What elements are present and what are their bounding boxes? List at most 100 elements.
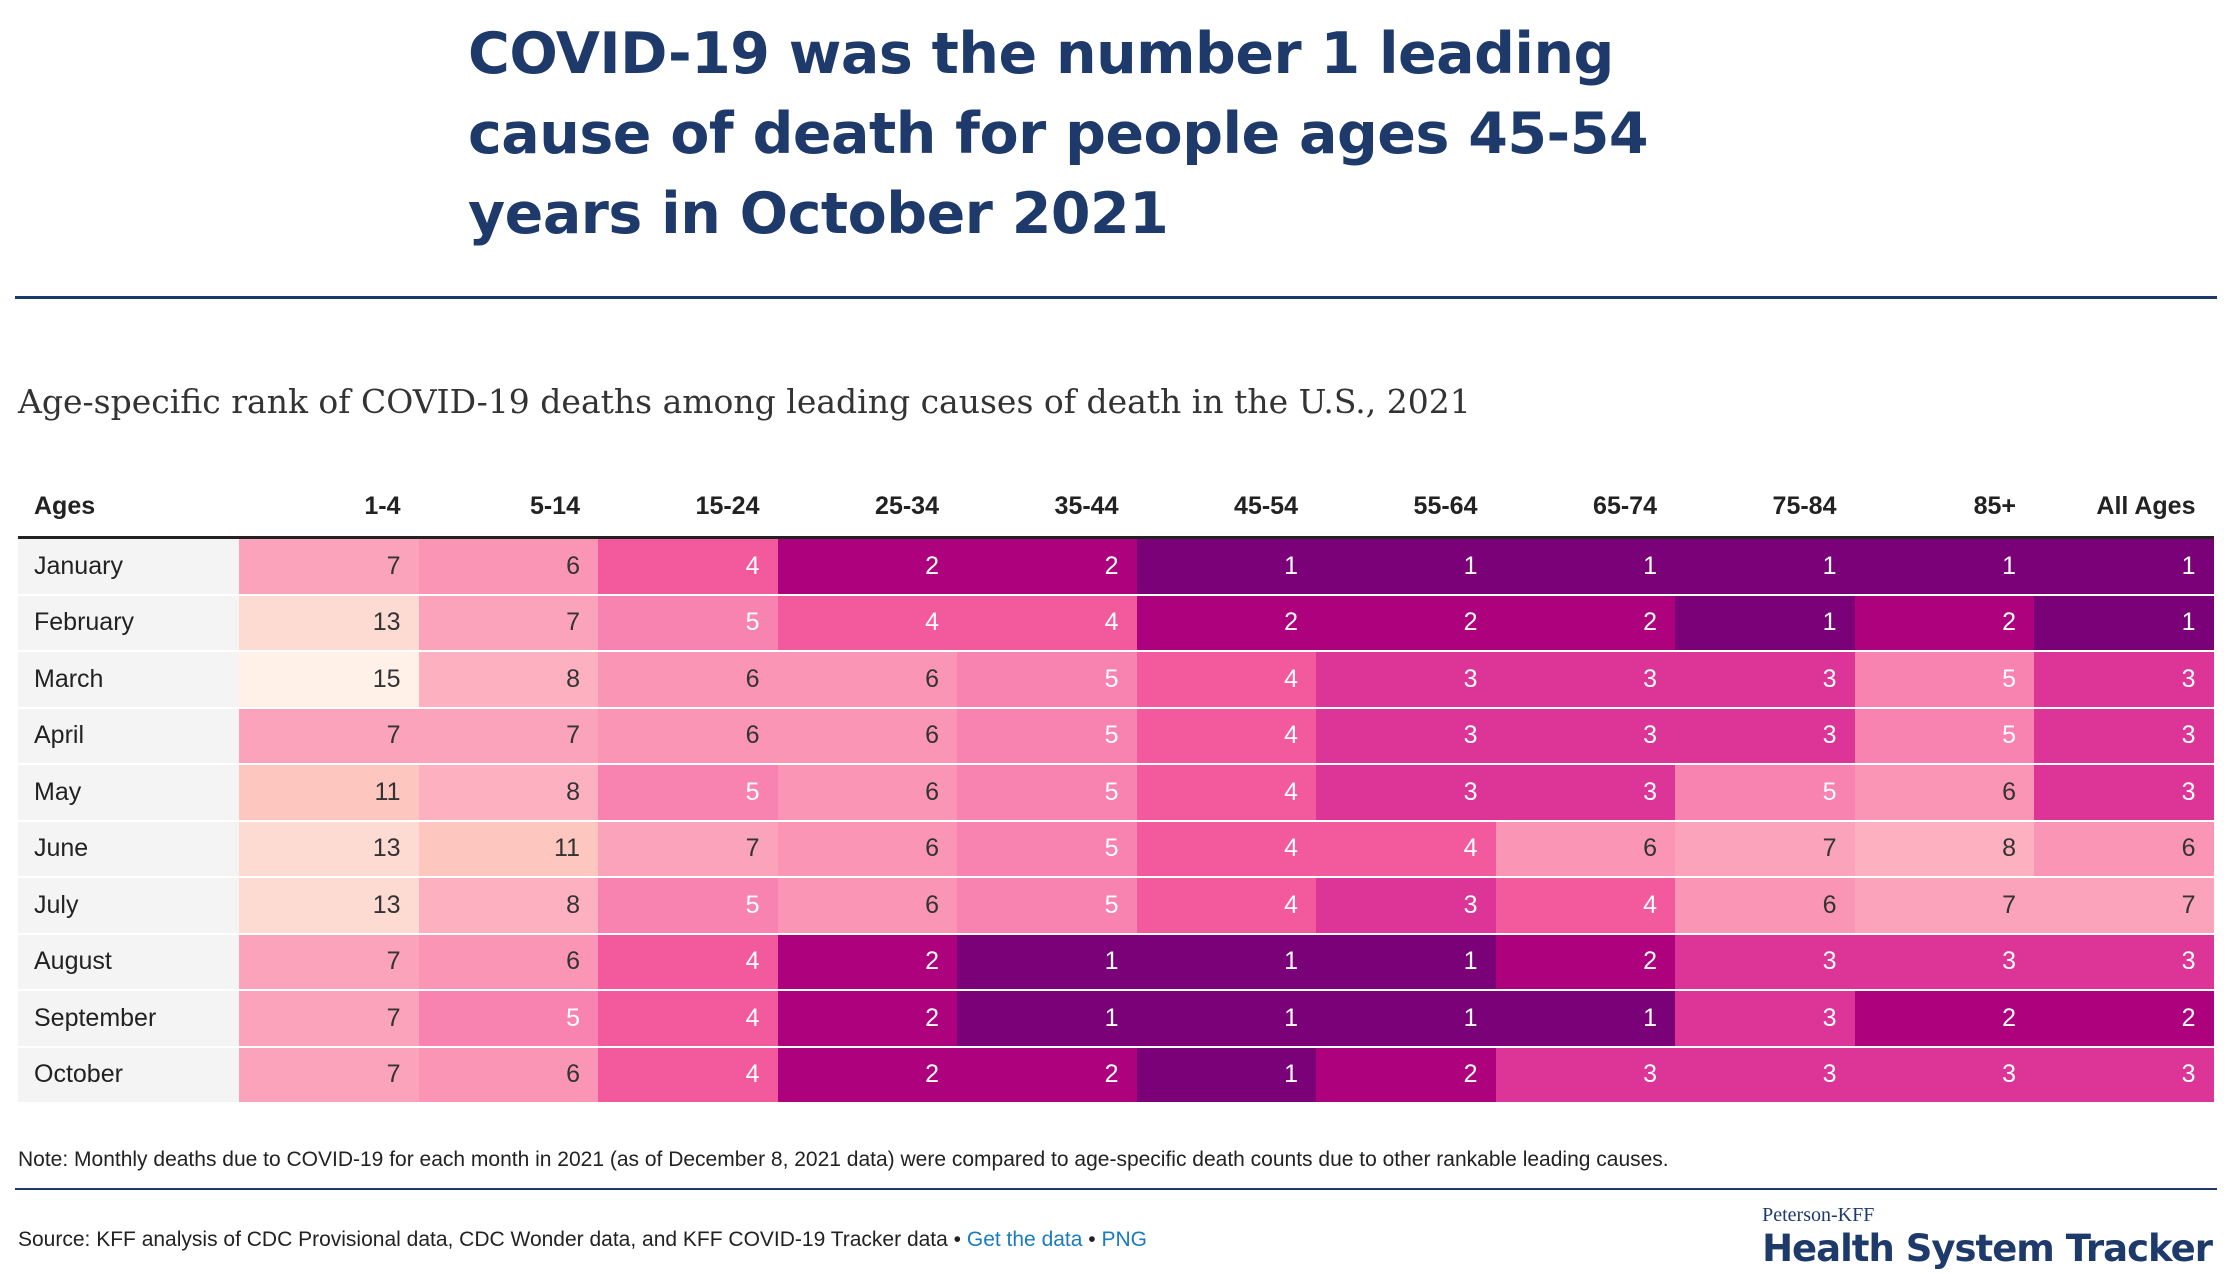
heatmap-cell: 4 <box>598 537 778 596</box>
heatmap-cell: 2 <box>2034 990 2214 1048</box>
heatmap-cell: 4 <box>1136 820 1316 878</box>
heatmap-cell: 6 <box>598 651 778 709</box>
table-row: July 13 8 5 6 5 4 3 4 6 7 7 <box>18 877 2214 935</box>
heatmap-cell: 5 <box>1854 707 2034 765</box>
heatmap-cell: 4 <box>1136 877 1316 935</box>
heatmap-cell: 7 <box>239 1046 419 1104</box>
heatmap-cell: 3 <box>1854 1046 2034 1104</box>
heatmap-cell: 4 <box>598 1046 778 1104</box>
heatmap-cell: 3 <box>1316 877 1496 935</box>
png-link[interactable]: PNG <box>1101 1228 1147 1251</box>
heatmap-cell: 1 <box>1136 990 1316 1048</box>
column-header-1-4: 1-4 <box>364 491 401 520</box>
heatmap-cell: 3 <box>1675 933 1855 991</box>
heatmap-cell: 6 <box>777 651 957 709</box>
heatmap-cell: 6 <box>777 764 957 822</box>
heatmap-cell: 3 <box>1316 651 1496 709</box>
source-separator: • <box>1082 1228 1102 1251</box>
heatmap-cell: 7 <box>239 707 419 765</box>
heatmap-cell: 8 <box>418 877 598 935</box>
column-header-35-44: 35-44 <box>1054 491 1119 520</box>
heatmap-cell: 3 <box>2034 651 2214 709</box>
table-row: January 7 6 4 2 2 1 1 1 1 1 1 <box>18 537 2214 596</box>
heatmap-cell: 6 <box>1675 877 1855 935</box>
heatmap-cell: 2 <box>777 537 957 596</box>
column-header-5-14: 5-14 <box>529 491 580 520</box>
column-header-55-64: 55-64 <box>1413 491 1478 520</box>
heatmap-cell: 7 <box>239 990 419 1048</box>
heatmap-cell: 3 <box>1675 651 1855 709</box>
heatmap-cell: 2 <box>777 990 957 1048</box>
column-header-25-34: 25-34 <box>875 491 939 520</box>
table-row: March 15 8 6 6 5 4 3 3 3 5 3 <box>18 651 2214 709</box>
heatmap-cell: 7 <box>418 707 598 765</box>
heatmap-cell: 3 <box>1495 651 1675 709</box>
row-label: April <box>18 707 239 765</box>
heatmap-cell: 4 <box>598 933 778 991</box>
heatmap-cell: 5 <box>957 651 1137 709</box>
heatmap-cell: 1 <box>957 990 1137 1048</box>
heatmap-cell: 8 <box>418 651 598 709</box>
heatmap-cell: 5 <box>1675 764 1855 822</box>
source-text: Source: KFF analysis of CDC Provisional … <box>18 1228 948 1251</box>
heatmap-cell: 1 <box>2034 594 2214 652</box>
heatmap-cell: 3 <box>2034 933 2214 991</box>
heatmap-cell: 6 <box>777 820 957 878</box>
brand-small-text: Peterson-KFF <box>1762 1204 1875 1226</box>
heatmap-cell: 6 <box>598 707 778 765</box>
heatmap-cell: 7 <box>1854 877 2034 935</box>
heatmap-cell: 1 <box>1316 933 1496 991</box>
heatmap-cell: 1 <box>1675 594 1855 652</box>
row-label: May <box>18 764 239 822</box>
get-the-data-link[interactable]: Get the data <box>966 1228 1083 1251</box>
heatmap-cell: 13 <box>239 594 419 652</box>
heatmap-cell: 3 <box>1675 707 1855 765</box>
brand-name: Health System Tracker <box>1762 1227 2213 1270</box>
heatmap-cell: 3 <box>1675 990 1855 1048</box>
heatmap-cell: 5 <box>957 707 1137 765</box>
table-row: September 7 5 4 2 1 1 1 1 3 2 2 <box>18 990 2214 1048</box>
header-row: Ages 1-4 5-14 15-24 25-34 35-44 45-54 55-64 65-… <box>18 476 2214 538</box>
heatmap-cell: 7 <box>239 537 419 596</box>
heatmap-cell: 4 <box>957 594 1137 652</box>
heatmap-cell: 4 <box>1136 707 1316 765</box>
heatmap-cell: 1 <box>1495 990 1675 1048</box>
heatmap-cell: 2 <box>1854 594 2034 652</box>
heatmap-cell: 3 <box>1495 764 1675 822</box>
heatmap-table: Ages 1-4 5-14 15-24 25-34 35-44 45-54 55-64 65-… <box>18 476 2214 1104</box>
heatmap-cell: 3 <box>1495 1046 1675 1104</box>
heatmap-cell: 2 <box>777 933 957 991</box>
heatmap-cell: 1 <box>1316 537 1496 596</box>
heatmap-cell: 1 <box>1854 537 2034 596</box>
heatmap-cell: 1 <box>1136 537 1316 596</box>
table-row: April 7 7 6 6 5 4 3 3 3 5 3 <box>18 707 2214 765</box>
column-header-all-ages: All Ages <box>2096 491 2196 520</box>
column-header-45-54: 45-54 <box>1234 491 1298 520</box>
heatmap-cell: 3 <box>1854 933 2034 991</box>
heatmap-cell: 1 <box>1136 933 1316 991</box>
heatmap-cell: 5 <box>418 990 598 1048</box>
row-label: February <box>18 594 239 652</box>
heatmap-cell: 1 <box>1675 537 1855 596</box>
heatmap-body: January 7 6 4 2 2 1 1 1 1 1 1 February 13 7 5 4 4 2 2 2 1 2 1 Ma… <box>18 537 2214 1104</box>
heatmap-cell: 5 <box>957 820 1137 878</box>
heatmap-cell: 3 <box>2034 707 2214 765</box>
heatmap-cell: 11 <box>239 764 419 822</box>
bottom-divider <box>15 1188 2217 1190</box>
heatmap-cell: 2 <box>1495 933 1675 991</box>
heatmap-cell: 5 <box>598 764 778 822</box>
heatmap-cell: 8 <box>418 764 598 822</box>
column-header-15-24: 15-24 <box>695 491 760 520</box>
heatmap-cell: 4 <box>1316 820 1496 878</box>
row-label: October <box>18 1046 239 1104</box>
heatmap-cell: 1 <box>1495 537 1675 596</box>
heatmap-cell: 1 <box>1316 990 1496 1048</box>
column-header-85-: 85+ <box>1973 491 2016 520</box>
heatmap-cell: 2 <box>1136 594 1316 652</box>
heatmap-cell: 3 <box>2034 764 2214 822</box>
top-divider <box>15 296 2217 299</box>
heatmap-cell: 4 <box>1495 877 1675 935</box>
heatmap-cell: 6 <box>2034 820 2214 878</box>
heatmap-cell: 8 <box>1854 820 2034 878</box>
brand-logo: Peterson-KFF Health System Tracker <box>1762 1204 2213 1271</box>
